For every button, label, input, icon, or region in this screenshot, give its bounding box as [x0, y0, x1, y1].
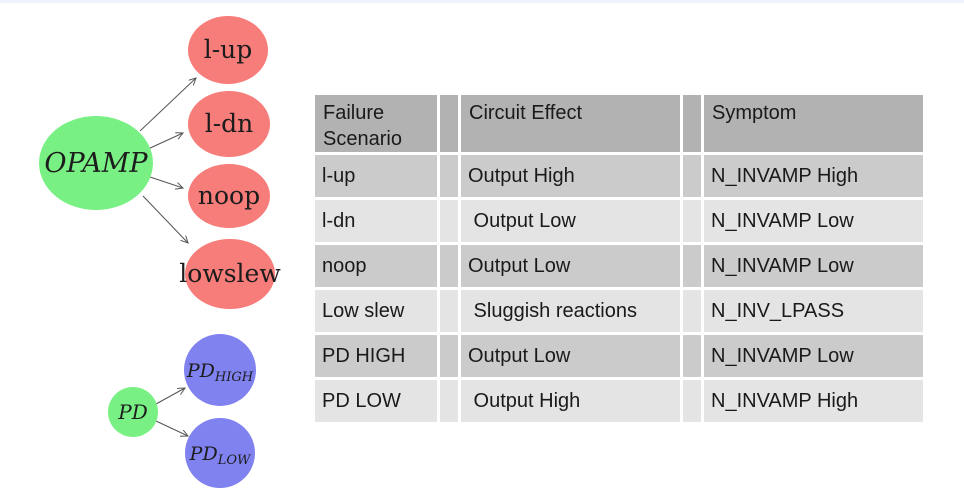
spacer-cell: [683, 155, 701, 197]
spacer-cell: [440, 380, 458, 422]
cell-scenario: PD HIGH: [315, 335, 437, 377]
node-l-up-label: l-up: [204, 35, 253, 64]
cell-scenario: Low slew: [315, 290, 437, 332]
node-noop-label: noop: [198, 181, 260, 210]
header-circuit-effect: Circuit Effect: [461, 95, 680, 152]
edge-opamp-lowslew: [142, 195, 188, 243]
header-spacer-1: [440, 95, 458, 152]
cell-effect: Output High: [461, 380, 680, 422]
node-lowslew-label: lowslew: [179, 259, 281, 288]
node-lowslew: [185, 239, 275, 309]
edge-opamp-lup: [139, 78, 196, 132]
node-noop: [188, 164, 270, 228]
cell-scenario: PD LOW: [315, 380, 437, 422]
pd-low-label-sub: LOW: [217, 453, 252, 468]
cell-scenario: l-up: [315, 155, 437, 197]
edge-opamp-ldn: [147, 133, 183, 150]
edge-pd-pdlow: [155, 420, 188, 436]
spacer-cell: [683, 245, 701, 287]
failure-table: Failure Scenario Circuit Effect Symptom …: [315, 95, 923, 422]
header-spacer-2: [683, 95, 701, 152]
spacer-cell: [440, 290, 458, 332]
header-failure-scenario: Failure Scenario: [315, 95, 437, 152]
spacer-cell: [440, 200, 458, 242]
node-l-up: [188, 16, 268, 84]
cell-symptom: N_INVAMP High: [704, 380, 923, 422]
node-pd-high: [184, 334, 256, 406]
node-pd-low: [185, 418, 255, 488]
spacer-cell: [440, 335, 458, 377]
node-l-dn-label: l-dn: [205, 109, 254, 138]
cell-symptom: N_INVAMP Low: [704, 335, 923, 377]
node-pd-high-label: PDHIGH: [186, 360, 254, 385]
node-pd: [108, 387, 158, 437]
fault-tree-diagram: OPAMP l-up l-dn noop lowslew PD PDHIGH P…: [39, 16, 281, 488]
edge-pd-pdhigh: [155, 388, 185, 405]
header-symptom: Symptom: [704, 95, 923, 152]
cell-scenario: l-dn: [315, 200, 437, 242]
cell-effect: Output Low: [461, 335, 680, 377]
cell-scenario: noop: [315, 245, 437, 287]
node-pd-label: PD: [117, 400, 148, 424]
cell-symptom: N_INV_LPASS: [704, 290, 923, 332]
node-pd-low-label: PDLOW: [189, 443, 252, 468]
spacer-cell: [683, 200, 701, 242]
pd-high-label-main: PD: [186, 360, 215, 382]
cell-symptom: N_INVAMP Low: [704, 200, 923, 242]
spacer-cell: [440, 155, 458, 197]
node-opamp-label: OPAMP: [44, 148, 148, 179]
cell-symptom: N_INVAMP High: [704, 155, 923, 197]
spacer-cell: [683, 335, 701, 377]
cell-effect: Output Low: [461, 200, 680, 242]
cell-effect: Output High: [461, 155, 680, 197]
spacer-cell: [683, 380, 701, 422]
pd-high-label-sub: HIGH: [214, 370, 254, 385]
spacer-cell: [440, 245, 458, 287]
window-top-edge: [0, 0, 964, 3]
cell-symptom: N_INVAMP Low: [704, 245, 923, 287]
node-l-dn: [188, 91, 270, 157]
spacer-cell: [683, 290, 701, 332]
cell-effect: Sluggish reactions: [461, 290, 680, 332]
pd-low-label-main: PD: [189, 443, 218, 465]
edge-opamp-noop: [149, 176, 183, 188]
cell-effect: Output Low: [461, 245, 680, 287]
node-opamp: [39, 116, 153, 210]
diagram-edges: [139, 78, 196, 436]
